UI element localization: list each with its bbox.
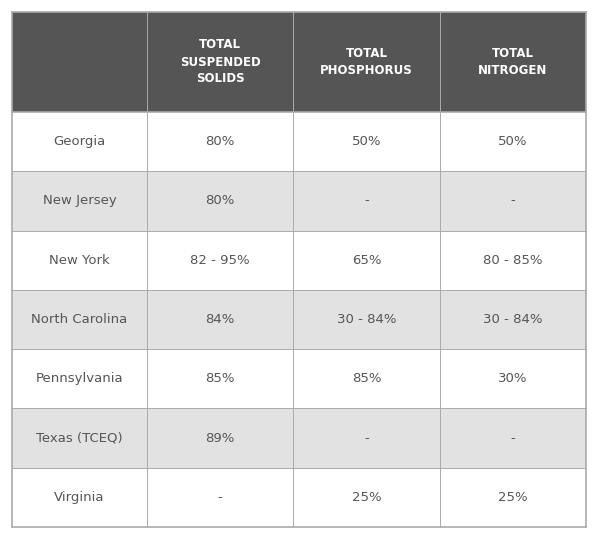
Bar bbox=[147, 171, 293, 231]
Bar bbox=[293, 468, 440, 527]
Text: -: - bbox=[364, 432, 369, 445]
Text: Texas (TCEQ): Texas (TCEQ) bbox=[36, 432, 123, 445]
Text: Virginia: Virginia bbox=[54, 491, 105, 504]
Text: TOTAL
PHOSPHORUS: TOTAL PHOSPHORUS bbox=[320, 47, 413, 77]
Text: Pennsylvania: Pennsylvania bbox=[36, 372, 123, 385]
Bar bbox=[440, 409, 586, 468]
Text: TOTAL
SUSPENDED
SOLIDS: TOTAL SUSPENDED SOLIDS bbox=[180, 38, 261, 86]
Text: 25%: 25% bbox=[352, 491, 382, 504]
Text: 30 - 84%: 30 - 84% bbox=[337, 313, 396, 326]
Text: Georgia: Georgia bbox=[53, 135, 106, 148]
Text: North Carolina: North Carolina bbox=[31, 313, 127, 326]
Bar bbox=[440, 112, 586, 171]
Text: -: - bbox=[511, 195, 515, 208]
Bar bbox=[147, 409, 293, 468]
Bar bbox=[12, 349, 147, 409]
Bar bbox=[293, 12, 440, 112]
Bar bbox=[293, 349, 440, 409]
Text: 25%: 25% bbox=[498, 491, 527, 504]
Bar bbox=[440, 231, 586, 290]
Bar bbox=[147, 290, 293, 349]
Text: 65%: 65% bbox=[352, 254, 381, 267]
Bar bbox=[147, 468, 293, 527]
Text: 80%: 80% bbox=[205, 135, 235, 148]
Text: -: - bbox=[511, 432, 515, 445]
Bar bbox=[12, 468, 147, 527]
Bar bbox=[147, 349, 293, 409]
Text: New York: New York bbox=[49, 254, 110, 267]
Bar bbox=[12, 409, 147, 468]
Bar bbox=[12, 171, 147, 231]
Text: 50%: 50% bbox=[498, 135, 527, 148]
Bar bbox=[440, 12, 586, 112]
Bar bbox=[147, 112, 293, 171]
Bar bbox=[440, 468, 586, 527]
Bar bbox=[147, 231, 293, 290]
Bar bbox=[12, 112, 147, 171]
Text: 85%: 85% bbox=[352, 372, 381, 385]
Text: 30 - 84%: 30 - 84% bbox=[483, 313, 542, 326]
Text: TOTAL
NITROGEN: TOTAL NITROGEN bbox=[478, 47, 548, 77]
Text: 82 - 95%: 82 - 95% bbox=[190, 254, 250, 267]
Text: 84%: 84% bbox=[205, 313, 235, 326]
Bar bbox=[293, 171, 440, 231]
Bar bbox=[147, 12, 293, 112]
Text: 30%: 30% bbox=[498, 372, 527, 385]
Text: 50%: 50% bbox=[352, 135, 381, 148]
Text: -: - bbox=[218, 491, 222, 504]
Text: 89%: 89% bbox=[205, 432, 235, 445]
Text: 80 - 85%: 80 - 85% bbox=[483, 254, 542, 267]
Bar bbox=[12, 290, 147, 349]
Bar bbox=[12, 12, 147, 112]
Text: New Jersey: New Jersey bbox=[42, 195, 117, 208]
Text: -: - bbox=[364, 195, 369, 208]
Bar bbox=[293, 409, 440, 468]
Bar bbox=[293, 290, 440, 349]
Bar bbox=[293, 231, 440, 290]
Bar bbox=[440, 349, 586, 409]
Bar bbox=[440, 290, 586, 349]
Text: 85%: 85% bbox=[205, 372, 235, 385]
Bar bbox=[12, 231, 147, 290]
Bar bbox=[293, 112, 440, 171]
Bar bbox=[440, 171, 586, 231]
Text: 80%: 80% bbox=[205, 195, 235, 208]
